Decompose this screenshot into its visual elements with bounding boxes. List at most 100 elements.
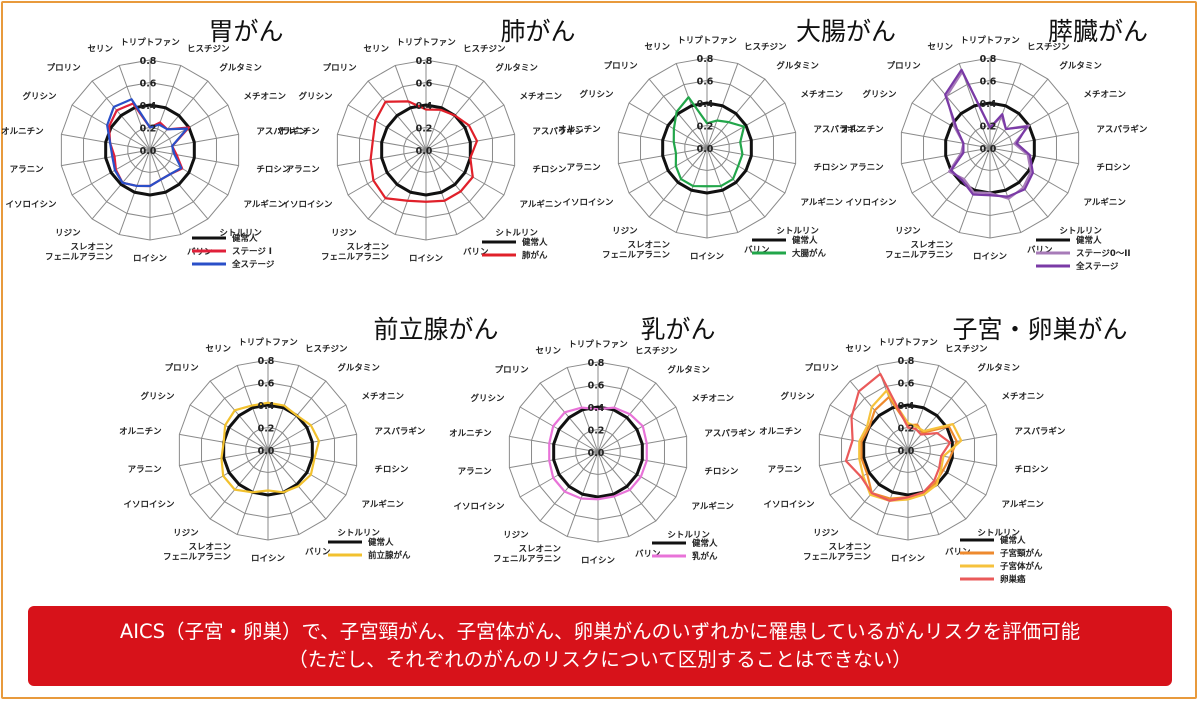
- axis-label: リジン: [331, 229, 357, 239]
- tick-label: 0.0: [416, 146, 433, 157]
- axis-label: グリシン: [298, 91, 333, 102]
- axis-label: オルニチン: [558, 125, 601, 135]
- axis-label: グルタミン: [495, 62, 538, 73]
- legend-label: 子宮体がん: [1000, 561, 1043, 572]
- legend-label: ステージ0～II: [1076, 249, 1131, 259]
- tick-label: 0.0: [258, 446, 275, 457]
- axis-label: ヒスチジン: [635, 347, 678, 357]
- banner-line-2: （ただし、それぞれのがんのリスクについて区別することはできない）: [288, 648, 912, 671]
- axis-label: ヒスチジン: [305, 345, 348, 355]
- tick-label: 0.2: [980, 122, 997, 133]
- axis-label: グリシン: [140, 391, 175, 402]
- axis-label: スレオニンフェニルアラニン: [493, 544, 562, 564]
- axis-label: グルタミン: [667, 364, 710, 375]
- axis-label: スレオニンフェニルアラニン: [885, 240, 954, 260]
- axis-label: アラニン: [567, 163, 602, 173]
- tick-label: 0.8: [980, 54, 997, 65]
- axis-label: アルギニン: [362, 499, 405, 510]
- summary-banner: AICS（子宮・卵巣）で、子宮頸がん、子宮体がん、卵巣がんのいずれかに罹患してい…: [28, 606, 1172, 686]
- axis-label: アラニン: [768, 465, 803, 475]
- axis-label: シトルリン: [495, 229, 538, 239]
- axis-label: チロシン: [813, 163, 848, 173]
- axis-label: グリシン: [470, 393, 505, 404]
- axis-label: アルギニン: [1084, 197, 1127, 208]
- axis-label: ヒスチジン: [1027, 43, 1070, 53]
- radar-chart-4: 膵臓がん 0.0 0.2 0.4 0.6 0.8 トリプトファンヒスチジングルタミンメチオニ…: [841, 17, 1148, 272]
- axis-label: トリプトファン: [396, 37, 456, 48]
- legend-label: 健常人: [1000, 535, 1026, 546]
- axis-label: チロシン: [1096, 163, 1131, 173]
- radar-charts: 胃がん0.00.20.40.60.8トリプトファンヒスチジングルタミンメチオニン…: [1, 17, 1148, 585]
- axis-label: メチオニン: [362, 392, 405, 402]
- tick-label: 0.0: [697, 144, 714, 155]
- axis-label: バリン: [744, 244, 770, 255]
- axis-label: セリン: [364, 45, 390, 55]
- radar-chart-1: 胃がん 0.0 0.2 0.4 0.6 0.8 トリプトファンヒスチジングルタミンメチオニン…: [1, 17, 308, 270]
- axis-label: シトルリン: [337, 529, 380, 539]
- axis-label: イソロイシン: [5, 200, 57, 210]
- axis-label: ロイシン: [133, 254, 168, 264]
- axis-label: バリン: [463, 246, 489, 257]
- legend-label: ステージ I: [232, 247, 272, 257]
- axis-label: プロリン: [887, 60, 922, 71]
- axis-label: スレオニンフェニルアラニン: [163, 542, 232, 562]
- tick-label: 0.2: [258, 424, 275, 435]
- tick-label: 0.0: [140, 146, 157, 157]
- axis-label: グリシン: [22, 91, 57, 102]
- axis-label: メチオニン: [692, 394, 735, 404]
- axis-label: ロイシン: [690, 252, 725, 262]
- axis-label: メチオニン: [1002, 392, 1045, 402]
- radar-chart-7: 子宮・卵巣がん 0.0 0.2 0.4 0.6 0.8 トリプトファンヒスチジングルタミンメ…: [759, 315, 1127, 585]
- axis-label: イソロイシン: [763, 500, 815, 510]
- axis-label: ロイシン: [891, 554, 926, 564]
- axis-label: チロシン: [1014, 465, 1049, 475]
- tick-label: 0.0: [980, 144, 997, 155]
- chart-title: 子宮・卵巣がん: [952, 315, 1127, 344]
- tick-label: 0.6: [980, 77, 997, 88]
- axis-label: リジン: [173, 529, 199, 539]
- axis-label: トリプトファン: [568, 339, 628, 350]
- axis-label: リジン: [895, 227, 921, 237]
- axis-label: アスパラギン: [532, 126, 584, 137]
- axis-label: グルタミン: [1059, 60, 1102, 71]
- legend-label: 前立腺がん: [368, 550, 411, 561]
- axis-label: メチオニン: [1084, 90, 1127, 100]
- legend-label: 全ステージ: [231, 259, 275, 270]
- axis-label: バリン: [1027, 244, 1053, 255]
- axis-label: イソロイシン: [453, 502, 505, 512]
- axis-label: アルギニン: [692, 501, 735, 512]
- legend-label: 子宮頸がん: [1000, 548, 1043, 559]
- axis-label: スレオニンフェニルアラニン: [803, 542, 872, 562]
- axis-label: セリン: [846, 345, 872, 355]
- axis-label: アルギニン: [1002, 499, 1045, 510]
- tick-label: 0.6: [416, 79, 433, 90]
- axis-label: アルギニン: [244, 199, 287, 210]
- legend-label: 健常人: [368, 537, 394, 548]
- series-line-1: [380, 103, 472, 197]
- axis-label: オルニチン: [449, 429, 492, 439]
- axis-label: スレオニンフェニルアラニン: [602, 240, 671, 260]
- axis-label: イソロイシン: [562, 198, 614, 208]
- tick-label: 0.4: [258, 401, 275, 412]
- axis-label: ロイシン: [581, 556, 616, 566]
- axis-label: セリン: [536, 347, 562, 357]
- legend-label: 大腸がん: [792, 248, 827, 259]
- axis-label: グリシン: [780, 391, 815, 402]
- axis-label: アラニン: [286, 165, 321, 175]
- axis-label: プロリン: [495, 364, 530, 375]
- axis-label: リジン: [55, 229, 81, 239]
- tick-label: 0.6: [697, 77, 714, 88]
- axis-label: トリプトファン: [878, 337, 938, 348]
- axis-label: チロシン: [532, 165, 567, 175]
- axis-label: アラニン: [10, 165, 45, 175]
- tick-label: 0.6: [588, 381, 605, 392]
- axis-label: オルニチン: [119, 427, 162, 437]
- axis-label: チロシン: [704, 467, 739, 477]
- series-line-2: [369, 100, 479, 203]
- axis-label: イソロイシン: [123, 500, 175, 510]
- axis-label: オルニチン: [277, 127, 320, 137]
- axis-label: オルニチン: [841, 125, 884, 135]
